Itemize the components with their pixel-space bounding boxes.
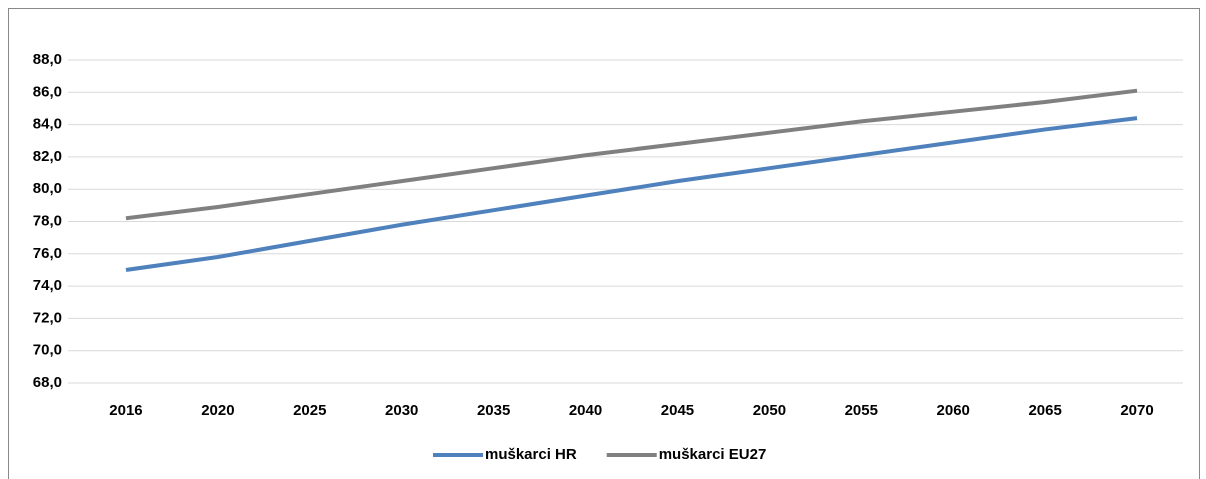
x-tick-label: 2035 (477, 402, 510, 419)
x-tick-label: 2045 (661, 402, 694, 419)
legend-label: muškarci HR (485, 446, 577, 463)
x-tick-label: 2055 (845, 402, 878, 419)
series-line (125, 88, 1138, 221)
y-tick-label: 72,0 (33, 309, 62, 326)
y-tick-label: 80,0 (33, 180, 62, 197)
x-tick-label: 2025 (293, 402, 326, 419)
x-tick-label: 2030 (385, 402, 418, 419)
x-tick-label: 2050 (753, 402, 786, 419)
y-tick-label: 86,0 (33, 83, 62, 100)
chart-frame (8, 8, 1200, 479)
x-tick-label: 2065 (1028, 402, 1061, 419)
x-tick-label: 2016 (109, 402, 142, 419)
x-tick-label: 2060 (937, 402, 970, 419)
y-tick-label: 70,0 (33, 342, 62, 359)
y-tick-label: 82,0 (33, 148, 62, 165)
y-tick-label: 78,0 (33, 212, 62, 229)
legend-label: muškarci EU27 (659, 446, 767, 463)
series-line (125, 116, 1138, 272)
y-tick-label: 84,0 (33, 116, 62, 133)
x-tick-label: 2070 (1120, 402, 1153, 419)
y-tick-label: 76,0 (33, 245, 62, 262)
y-tick-label: 88,0 (33, 51, 62, 68)
x-tick-label: 2040 (569, 402, 602, 419)
y-tick-label: 74,0 (33, 277, 62, 294)
y-tick-label: 68,0 (33, 374, 62, 391)
x-tick-label: 2020 (201, 402, 234, 419)
